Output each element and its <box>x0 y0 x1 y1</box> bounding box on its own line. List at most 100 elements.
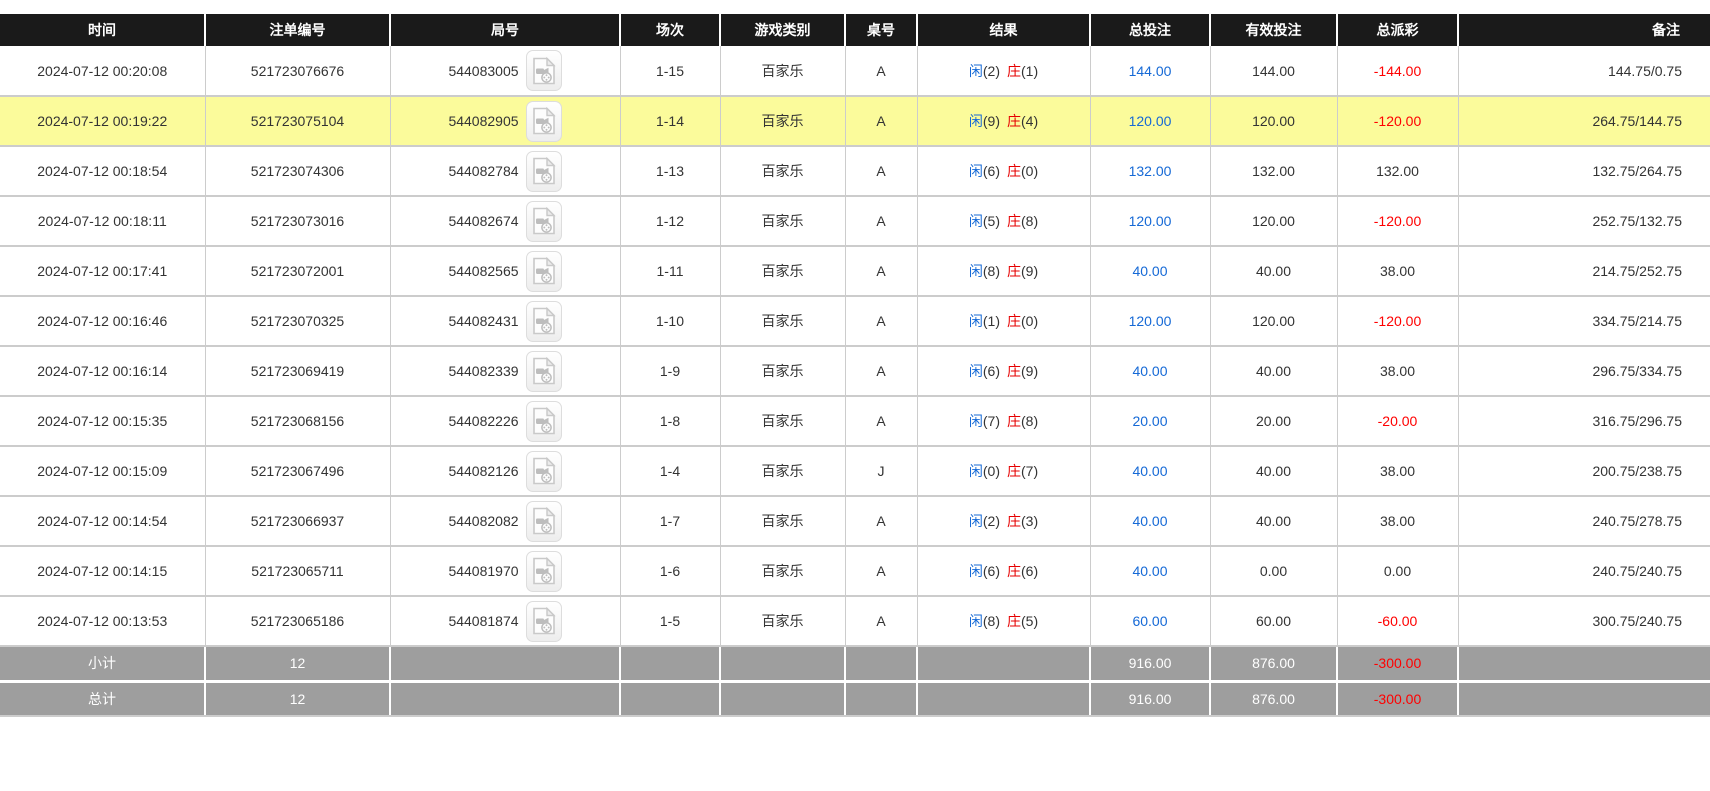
video-replay-button[interactable] <box>525 50 562 91</box>
cell-time: 2024-07-12 00:15:09 <box>0 446 206 497</box>
cell-time: 2024-07-12 00:14:15 <box>0 546 206 597</box>
cell-round-id: 544082082 <box>390 496 621 547</box>
cell-total-bet: 60.00 <box>1090 596 1211 647</box>
col-header-round-id: 局号 <box>390 14 621 46</box>
cell-session: 1-10 <box>620 296 721 347</box>
table-row: 2024-07-12 00:15:09 521723067496 5440821… <box>0 446 1710 497</box>
summary-remark <box>1458 646 1710 683</box>
video-file-icon <box>532 107 556 135</box>
table-row: 2024-07-12 00:14:15 521723065711 5440819… <box>0 546 1710 597</box>
round-id-text: 544082339 <box>448 363 519 379</box>
cell-time: 2024-07-12 00:13:53 <box>0 596 206 647</box>
cell-payout: -60.00 <box>1337 596 1459 647</box>
cell-payout: 132.00 <box>1337 146 1459 197</box>
cell-session: 1-4 <box>620 446 721 497</box>
cell-bet-id: 521723075104 <box>205 96 391 147</box>
banker-label: 庄 <box>1007 113 1021 129</box>
banker-count: (0) <box>1021 313 1039 329</box>
cell-session: 1-7 <box>620 496 721 547</box>
cell-valid-bet: 40.00 <box>1210 346 1338 397</box>
cell-bet-id: 521723067496 <box>205 446 391 497</box>
summary-count: 12 <box>205 681 391 717</box>
video-replay-button[interactable] <box>525 300 562 342</box>
player-count: (5) <box>982 213 1000 229</box>
cell-bet-id: 521723076676 <box>205 46 391 97</box>
video-replay-button[interactable] <box>525 500 562 542</box>
round-id-text: 544082082 <box>448 513 519 529</box>
cell-valid-bet: 40.00 <box>1210 246 1338 297</box>
bet-records-table: 时间 注单编号 局号 场次 游戏类别 桌号 结果 总投注 有效投注 总派彩 备注… <box>0 14 1710 717</box>
cell-round-id: 544082126 <box>390 446 621 497</box>
video-replay-button[interactable] <box>525 350 562 392</box>
cell-total-bet: 20.00 <box>1090 396 1211 447</box>
cell-remark: 300.75/240.75 <box>1458 596 1710 647</box>
cell-total-bet: 40.00 <box>1090 346 1211 397</box>
player-label: 闲 <box>968 463 983 479</box>
video-replay-button[interactable] <box>525 150 562 192</box>
table-body: 2024-07-12 00:20:08 521723076676 5440830… <box>0 46 1710 647</box>
cell-time: 2024-07-12 00:16:14 <box>0 346 206 397</box>
table-foot: 小计 12 916.00 876.00 -300.00 总计 12 916.00… <box>0 646 1710 717</box>
cell-result: 闲(2) 庄(1) <box>917 46 1091 97</box>
player-label: 闲 <box>968 263 983 279</box>
video-replay-button[interactable] <box>525 250 562 292</box>
cell-bet-id: 521723074306 <box>205 146 391 197</box>
cell-game-type: 百家乐 <box>720 446 846 497</box>
video-replay-button[interactable] <box>525 100 562 142</box>
summary-row: 总计 12 916.00 876.00 -300.00 <box>0 681 1710 717</box>
col-header-table-id: 桌号 <box>845 14 918 46</box>
summary-empty-cell <box>620 646 721 683</box>
cell-result: 闲(7) 庄(8) <box>917 396 1091 447</box>
video-replay-button[interactable] <box>525 450 562 492</box>
player-label: 闲 <box>968 563 983 579</box>
table-row: 2024-07-12 00:13:53 521723065186 5440818… <box>0 596 1710 647</box>
player-count: (8) <box>982 613 1000 629</box>
banker-count: (6) <box>1021 563 1039 579</box>
cell-game-type: 百家乐 <box>720 46 846 97</box>
col-header-game-type: 游戏类别 <box>720 14 846 46</box>
cell-remark: 200.75/238.75 <box>1458 446 1710 497</box>
video-file-icon <box>532 357 556 385</box>
cell-round-id: 544082431 <box>390 296 621 347</box>
cell-result: 闲(8) 庄(9) <box>917 246 1091 297</box>
cell-time: 2024-07-12 00:17:41 <box>0 246 206 297</box>
summary-total-bet: 916.00 <box>1090 681 1211 717</box>
player-count: (2) <box>982 62 1000 79</box>
cell-table-id: A <box>845 296 918 347</box>
cell-session: 1-14 <box>620 96 721 147</box>
cell-result: 闲(1) 庄(0) <box>917 296 1091 347</box>
cell-game-type: 百家乐 <box>720 146 846 197</box>
player-label: 闲 <box>968 363 983 379</box>
cell-payout: -20.00 <box>1337 396 1459 447</box>
cell-session: 1-15 <box>620 46 721 97</box>
cell-table-id: A <box>845 496 918 547</box>
cell-result: 闲(6) 庄(6) <box>917 546 1091 597</box>
cell-total-bet: 120.00 <box>1090 296 1211 347</box>
video-file-icon <box>532 207 556 235</box>
cell-bet-id: 521723069419 <box>205 346 391 397</box>
player-label: 闲 <box>968 413 983 429</box>
summary-remark <box>1458 681 1710 717</box>
summary-empty-cell <box>390 681 621 717</box>
cell-valid-bet: 40.00 <box>1210 446 1338 497</box>
video-file-icon <box>532 607 556 635</box>
banker-label: 庄 <box>1007 62 1021 79</box>
player-count: (2) <box>982 513 1000 529</box>
cell-game-type: 百家乐 <box>720 96 846 147</box>
video-replay-button[interactable] <box>525 550 562 592</box>
video-replay-button[interactable] <box>525 400 562 442</box>
video-file-icon <box>532 257 556 285</box>
player-label: 闲 <box>968 213 983 229</box>
cell-result: 闲(6) 庄(9) <box>917 346 1091 397</box>
video-replay-button[interactable] <box>525 600 562 642</box>
banker-label: 庄 <box>1007 313 1021 329</box>
player-count: (8) <box>982 263 1000 279</box>
player-label: 闲 <box>968 113 983 129</box>
cell-result: 闲(8) 庄(5) <box>917 596 1091 647</box>
video-replay-button[interactable] <box>525 200 562 242</box>
round-id-text: 544083005 <box>448 62 519 79</box>
player-label: 闲 <box>968 513 983 529</box>
cell-result: 闲(9) 庄(4) <box>917 96 1091 147</box>
summary-empty-cell <box>720 681 846 717</box>
table-row: 2024-07-12 00:15:35 521723068156 5440822… <box>0 396 1710 447</box>
